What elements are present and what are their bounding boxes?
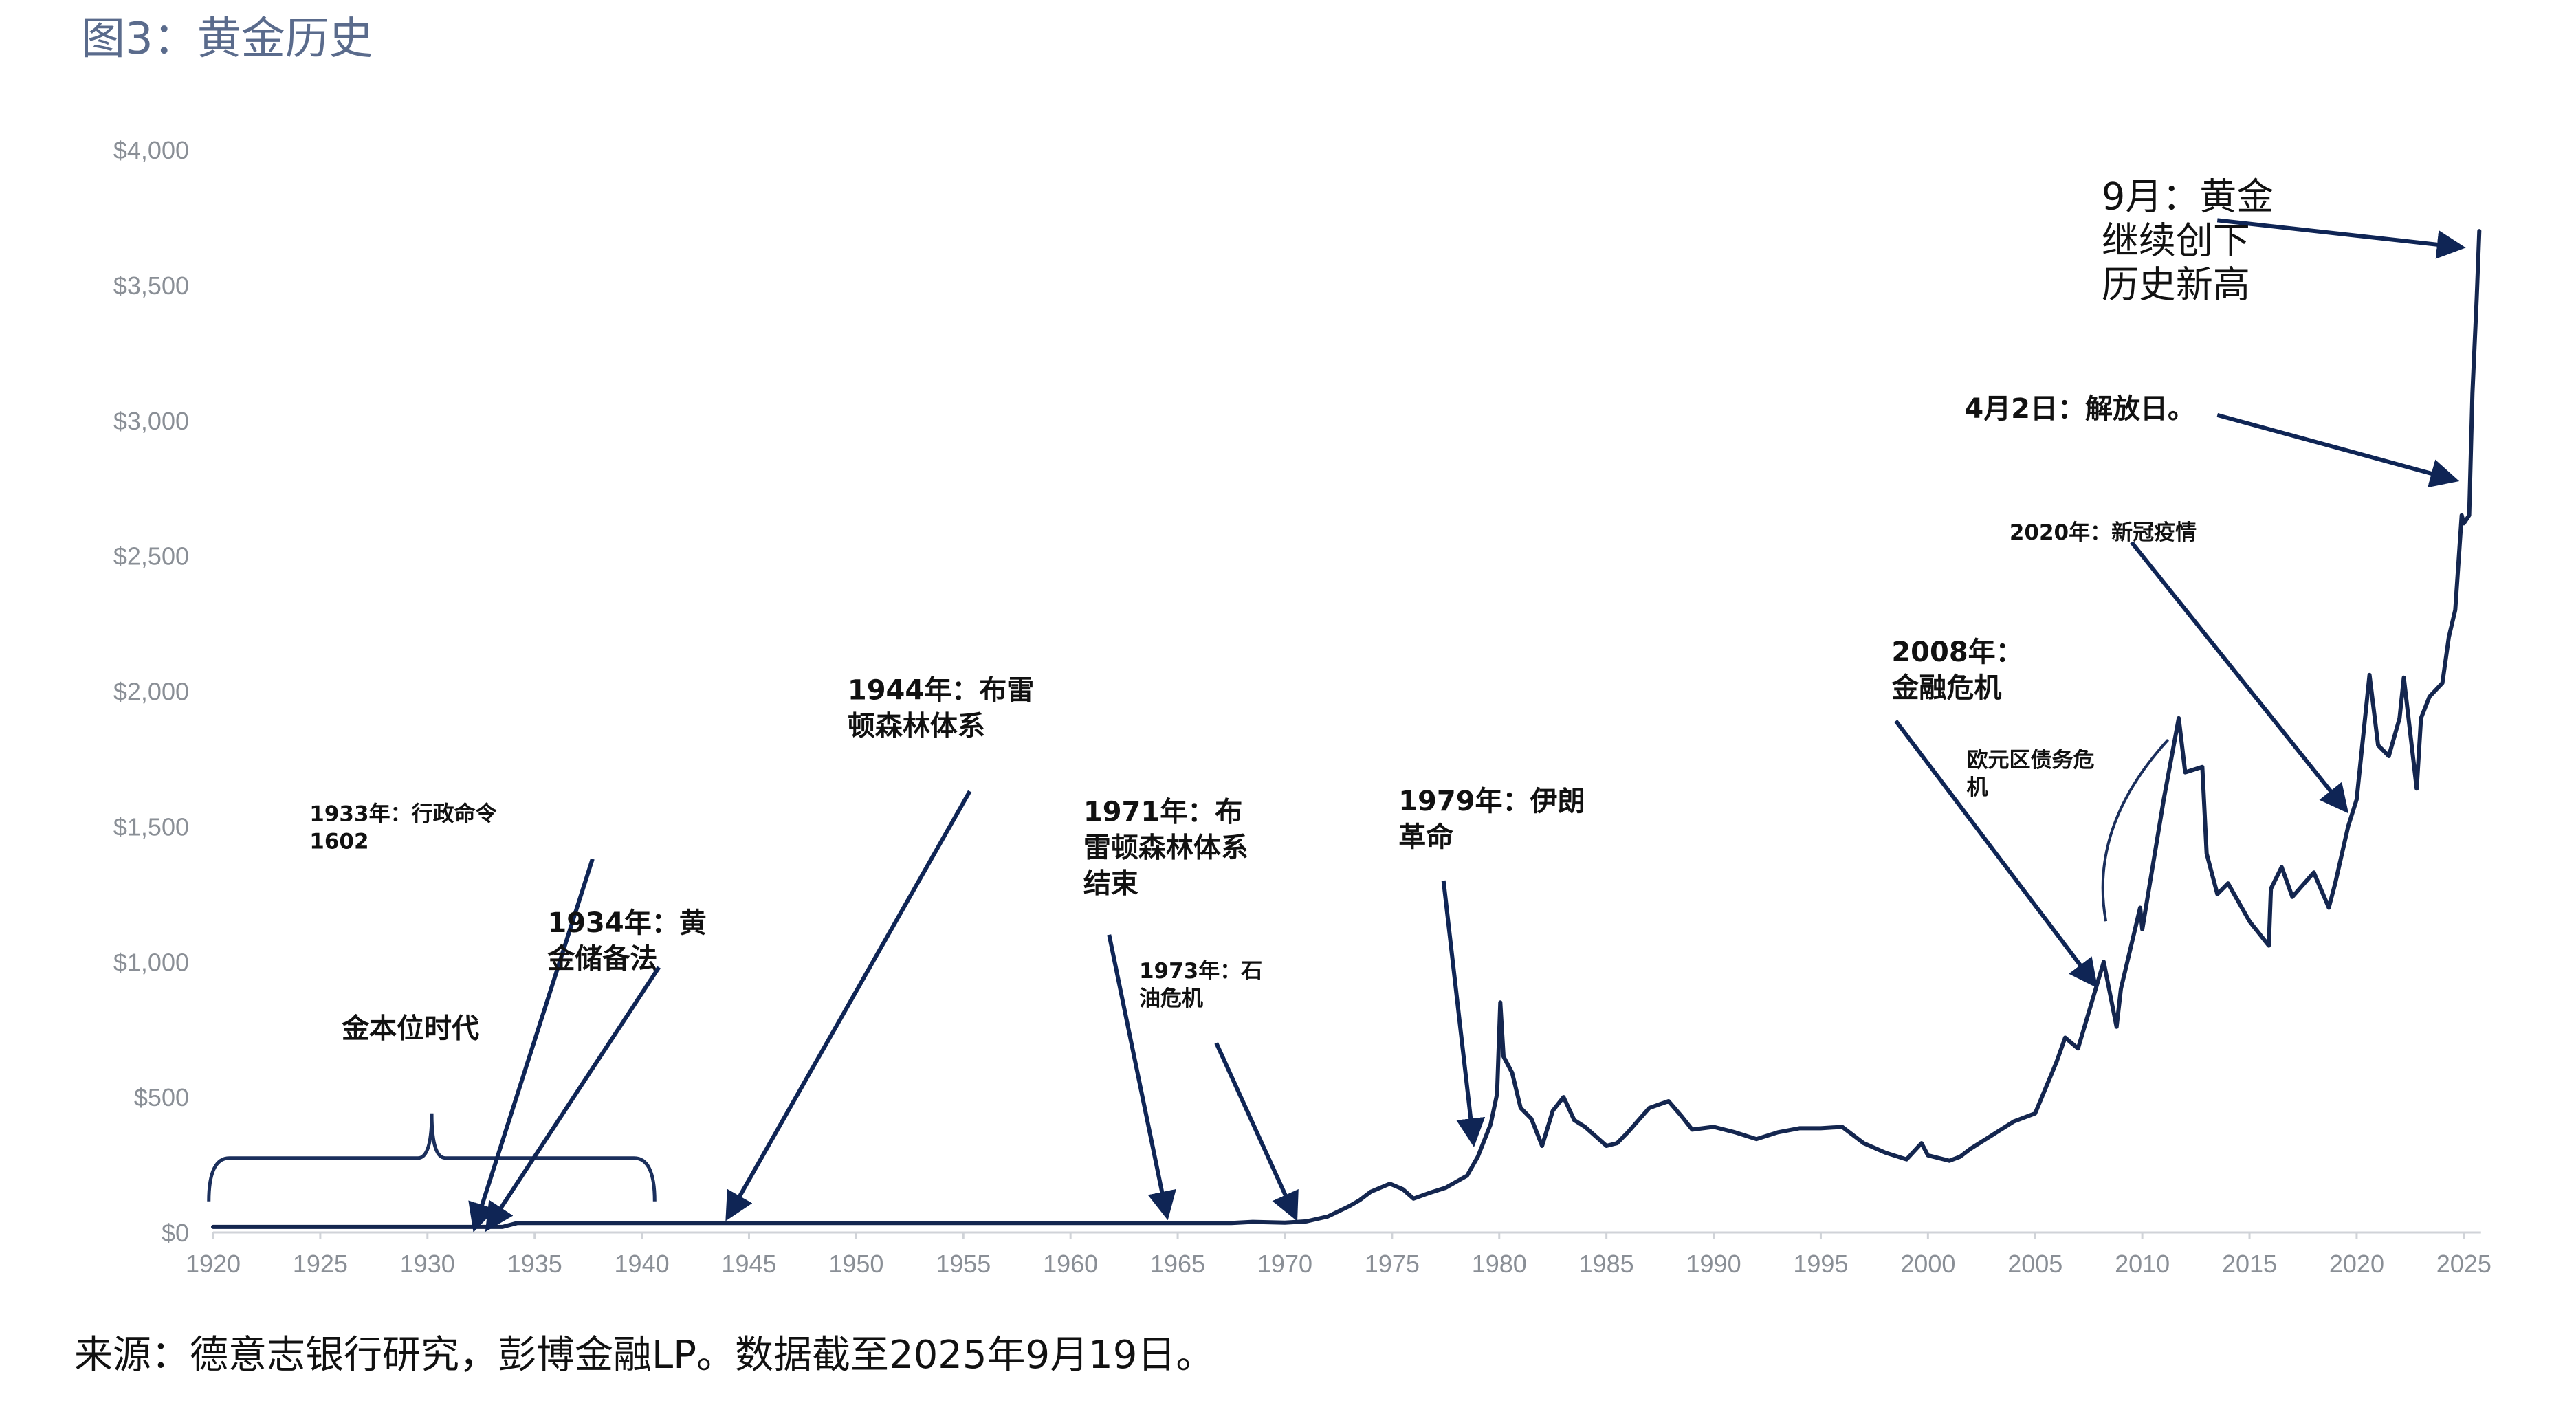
annotation-label: 4月2日：解放日。: [1964, 393, 2195, 425]
x-tick-label: 1920: [186, 1250, 241, 1278]
annotation-line: 金本位时代: [341, 1013, 479, 1045]
annotation-line: 2008年：: [1891, 637, 2023, 668]
annotations: 金本位时代 1933年：行政命令 1602 1934年：黄金储备法 1944年：布雷顿森…: [309, 175, 2466, 1232]
annotation: 1979年：伊朗革命: [1398, 786, 1585, 1148]
figure-title: 图3：黄金历史: [81, 14, 373, 65]
annotation-label: 1944年：布雷顿森林体系: [848, 674, 1034, 742]
x-tick-label: 1975: [1365, 1250, 1420, 1278]
y-tick-label: $1,500: [113, 812, 189, 841]
annotation-arrow: [1894, 720, 2098, 988]
x-tick-label: 1955: [936, 1250, 991, 1278]
annotation-line: 金储备法: [547, 943, 657, 975]
x-tick-label: 2015: [2222, 1250, 2277, 1278]
x-axis: 1920 1925 1930 1935 1940 1945 1950 1955 1960 1965…: [186, 1231, 2491, 1278]
annotation-label: 1973年：石油危机: [1139, 959, 1262, 1011]
annotation: 4月2日：解放日。: [1964, 393, 2460, 488]
x-tick-label: 1980: [1472, 1250, 1527, 1278]
x-tick-label: 1930: [400, 1250, 455, 1278]
annotation-arrow: [485, 966, 661, 1232]
x-tick-label: 2020: [2329, 1250, 2384, 1278]
source-note: 来源：德意志银行研究，彭博金融LP。数据截至2025年9月19日。: [74, 1333, 1214, 1378]
annotation-label: 1979年：伊朗革命: [1398, 786, 1585, 853]
annotation-arrow: [725, 790, 972, 1221]
annotation-line: 油危机: [1139, 986, 1203, 1011]
gold-standard-era-brace: [207, 1113, 657, 1202]
x-tick-label: 1990: [1686, 1250, 1741, 1278]
annotation-line: 4月2日：解放日。: [1964, 393, 2195, 425]
x-tick-label: 1995: [1793, 1250, 1848, 1278]
annotation: 1934年：黄金储备法: [485, 907, 707, 1232]
annotation-label: 9月：黄金继续创下历史新高: [2102, 175, 2274, 307]
gold-price-line: [211, 229, 2482, 1229]
x-tick-label: 1960: [1043, 1250, 1098, 1278]
x-tick-label: 2000: [1900, 1250, 1955, 1278]
y-tick-label: $4,000: [113, 136, 189, 164]
annotation-label: 1971年：布雷顿森林体系结束: [1083, 797, 1248, 900]
annotation-arrow: [1441, 880, 1486, 1148]
annotation-line: 机: [1966, 775, 1988, 800]
annotation-arrow: [2130, 541, 2349, 814]
annotation-arrow: [1214, 1042, 1299, 1221]
annotation-line: 欧元区债务危: [1966, 748, 2094, 773]
annotation: 金本位时代: [341, 1013, 479, 1045]
annotation-label: 金本位时代: [341, 1013, 479, 1045]
annotation-arrow: [1107, 934, 1176, 1221]
annotation-arrow: [2216, 412, 2460, 488]
annotation-label: 2008年： 金融危机: [1891, 637, 2023, 704]
annotation-line: 9月：黄金: [2102, 175, 2274, 219]
annotation: 2008年： 金融危机: [1891, 637, 2098, 988]
annotation-line: 1973年：石: [1139, 959, 1262, 984]
x-tick-label: 1940: [615, 1250, 670, 1278]
annotation-line: 1979年：伊朗: [1398, 786, 1585, 817]
y-tick-label: $3,500: [113, 272, 189, 300]
x-tick-label: 2010: [2115, 1250, 2170, 1278]
annotation-line: 1944年：布雷: [848, 674, 1034, 706]
annotation-line: 革命: [1398, 821, 1453, 853]
y-tick-label: $0: [162, 1219, 189, 1247]
x-tick-label: 2025: [2436, 1250, 2491, 1278]
annotation-line: 1602: [309, 830, 368, 854]
y-tick-label: $1,000: [113, 948, 189, 976]
y-tick-label: $2,500: [113, 542, 189, 571]
annotation-line: 1971年：布: [1083, 797, 1242, 828]
annotation-line: 2020年：新冠疫情: [2010, 520, 2197, 545]
annotation: 1944年：布雷顿森林体系: [725, 674, 1034, 1221]
y-tick-label: $500: [134, 1083, 189, 1111]
x-tick-label: 1935: [507, 1250, 562, 1278]
annotation-arrow: [468, 858, 595, 1232]
x-tick-label: 1985: [1579, 1250, 1634, 1278]
x-tick-label: 1925: [293, 1250, 348, 1278]
annotation-label: 1934年：黄金储备法: [547, 907, 706, 975]
annotation-line: 结束: [1083, 868, 1138, 900]
y-tick-label: $2,000: [113, 678, 189, 706]
annotation: 1971年：布雷顿森林体系结束: [1083, 797, 1248, 1221]
annotation-line: 顿森林体系: [848, 710, 985, 742]
y-axis: $0 $500 $1,000 $1,500 $2,000 $2,500 $3,000 $3,5…: [113, 136, 189, 1247]
annotation: 1973年：石油危机: [1139, 959, 1299, 1221]
x-tick-label: 1950: [828, 1250, 883, 1278]
x-tick-label: 1945: [721, 1250, 776, 1278]
annotation-label: 2020年：新冠疫情: [2010, 520, 2197, 545]
annotation-line: 1933年：行政命令: [309, 802, 497, 827]
x-tick-label: 1965: [1150, 1250, 1205, 1278]
annotation: 9月：黄金继续创下历史新高: [2102, 175, 2466, 307]
annotation: 欧元区债务危机: [1966, 748, 2094, 800]
annotation: 2020年：新冠疫情: [2010, 520, 2349, 814]
x-tick-label: 1970: [1257, 1250, 1312, 1278]
x-tick-label: 2005: [2007, 1250, 2062, 1278]
annotation-line: 金融危机: [1891, 672, 2001, 704]
annotation: 1933年：行政命令 1602: [309, 802, 595, 1232]
y-tick-label: $3,000: [113, 407, 189, 435]
annotation-arrow: [2216, 218, 2466, 259]
annotation-line: 历史新高: [2102, 263, 2250, 307]
annotation-label: 1933年：行政命令 1602: [309, 802, 497, 854]
annotation-line: 雷顿森林体系: [1083, 832, 1248, 864]
euro-crisis-bracket: [2101, 739, 2170, 922]
annotation-line: 1934年：黄: [547, 907, 706, 939]
annotation-line: 继续创下: [2102, 219, 2250, 263]
annotation-label: 欧元区债务危机: [1966, 748, 2094, 800]
